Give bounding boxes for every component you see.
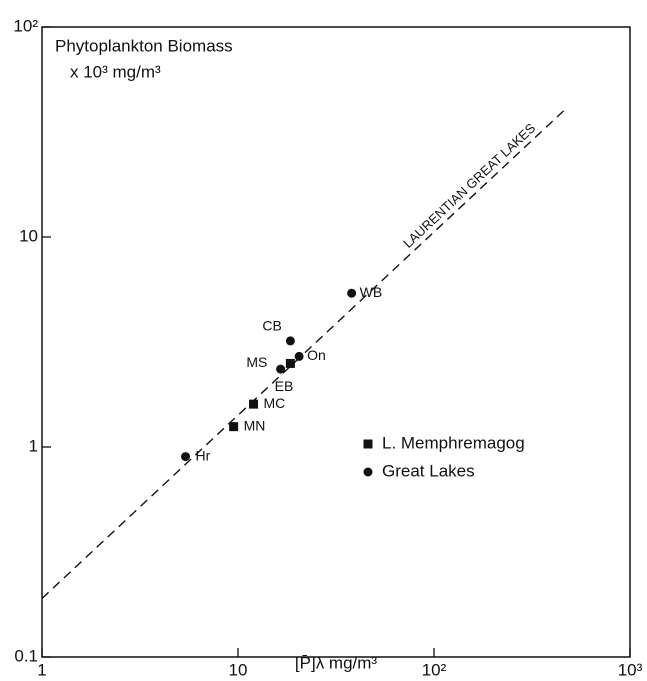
y-tick-label: 1 (29, 436, 38, 455)
point (249, 399, 259, 409)
y-tick-label: 10² (13, 16, 38, 35)
point-label: Hr (196, 447, 211, 463)
point-label: On (307, 347, 326, 363)
point-label: CB (262, 318, 281, 334)
point-label: MN (244, 417, 266, 433)
point (347, 288, 357, 298)
x-tick-label: 10² (422, 660, 447, 679)
point-label: WB (360, 284, 383, 300)
legend-marker (363, 467, 373, 477)
plot-frame (41, 26, 631, 658)
y-tick-label: 10 (19, 226, 38, 245)
y-tick-label: 0.1 (14, 646, 38, 665)
x-tick-label: 10³ (618, 660, 643, 679)
legend-label: Great Lakes (382, 461, 475, 480)
y-axis-units: x 10³ mg/m³ (70, 62, 161, 81)
point (285, 336, 295, 346)
point-label: EB (275, 378, 294, 394)
fit-line-label: LAURENTIAN GREAT LAKES (400, 120, 538, 251)
legend-marker (363, 439, 373, 449)
point-label: MS (246, 354, 267, 370)
point (229, 422, 239, 432)
point (285, 358, 295, 368)
x-axis-title: [P̄]λ mg/m³ (295, 653, 378, 672)
point (276, 364, 286, 374)
point (181, 452, 191, 462)
point-label: MC (264, 395, 286, 411)
legend-label: L. Memphremagog (382, 433, 525, 452)
point (294, 351, 304, 361)
y-axis-title: Phytoplankton Biomass (55, 36, 233, 55)
x-tick-label: 10 (229, 660, 248, 679)
x-tick-label: 1 (37, 660, 46, 679)
